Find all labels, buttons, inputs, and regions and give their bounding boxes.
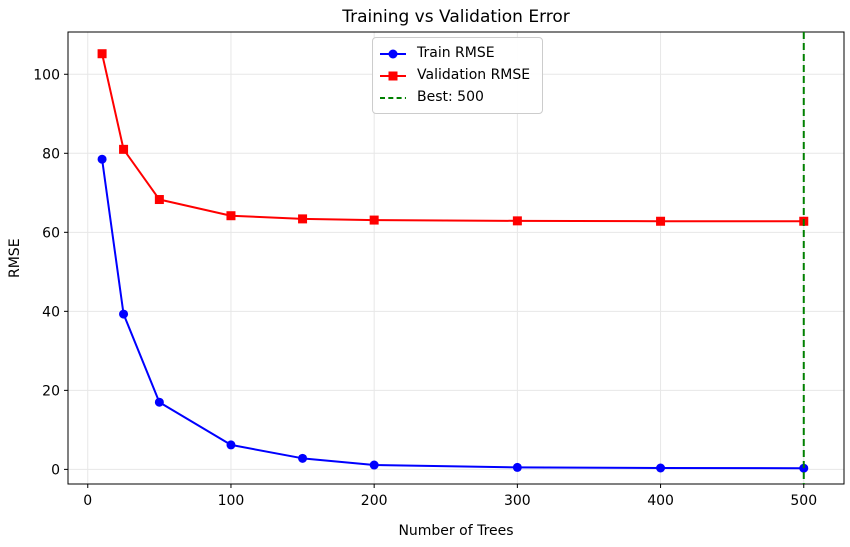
train-rmse-line <box>101 159 804 470</box>
legend-label-best: Best: 500 <box>417 89 484 105</box>
legend: Train RMSE Validation RMSE Best: 500 <box>372 37 544 114</box>
validation-rmse-marker <box>97 49 107 59</box>
train-rmse-marker <box>298 453 308 463</box>
validation-rmse-marker <box>369 215 379 225</box>
validation-rmse-marker <box>298 214 308 224</box>
train-rmse-marker <box>799 463 809 473</box>
train-rmse-marker <box>97 154 107 164</box>
legend-label-train: Train RMSE <box>417 45 495 61</box>
validation-rmse-marker <box>154 195 164 205</box>
legend-square-glyph <box>388 71 398 80</box>
train-rmse-marker <box>369 460 379 470</box>
train-rmse-marker <box>512 462 522 472</box>
plot-border <box>67 31 845 485</box>
validation-rmse-marker <box>512 216 522 226</box>
y-tick-label: 80 <box>42 146 60 162</box>
legend-item-best: Best: 500 <box>379 88 530 107</box>
validation-rmse-marker <box>656 216 666 226</box>
validation-rmse-marker <box>119 144 129 154</box>
chart-title: Training vs Validation Error <box>342 7 570 27</box>
best-dashed-line-sample-icon <box>380 96 406 99</box>
validation-line-sample-icon <box>380 71 406 80</box>
y-tick-label: 100 <box>33 67 60 83</box>
x-tick-label: 200 <box>361 493 388 509</box>
y-tick-label: 20 <box>42 383 60 399</box>
legend-label-validation: Validation RMSE <box>417 67 531 83</box>
legend-circle-glyph <box>388 49 398 58</box>
validation-rmse-marker <box>226 211 236 221</box>
legend-item-validation: Validation RMSE <box>379 66 530 85</box>
x-tick-label: 400 <box>647 493 674 509</box>
x-tick-label: 0 <box>83 493 92 509</box>
train-rmse-marker <box>656 463 666 473</box>
y-tick-label: 0 <box>51 462 60 478</box>
train-rmse-marker <box>154 397 164 407</box>
x-axis-label: Number of Trees <box>398 523 514 539</box>
x-tick-label: 300 <box>504 493 531 509</box>
train-rmse-marker <box>226 440 236 450</box>
x-tick-label: 500 <box>790 493 817 509</box>
train-line-sample-icon <box>380 49 406 58</box>
legend-item-train: Train RMSE <box>379 44 530 63</box>
train-rmse-marker <box>119 309 129 319</box>
y-tick-label: 40 <box>42 304 60 320</box>
y-tick-label: 60 <box>42 225 60 241</box>
x-tick-label: 100 <box>218 493 245 509</box>
y-axis-label: RMSE <box>7 238 23 278</box>
